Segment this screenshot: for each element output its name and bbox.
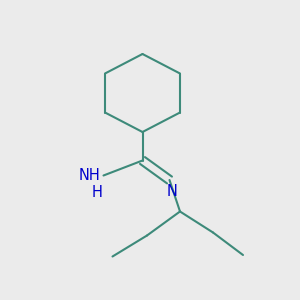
Text: H: H [92,185,103,200]
Text: NH: NH [79,168,101,183]
Text: N: N [166,184,177,199]
